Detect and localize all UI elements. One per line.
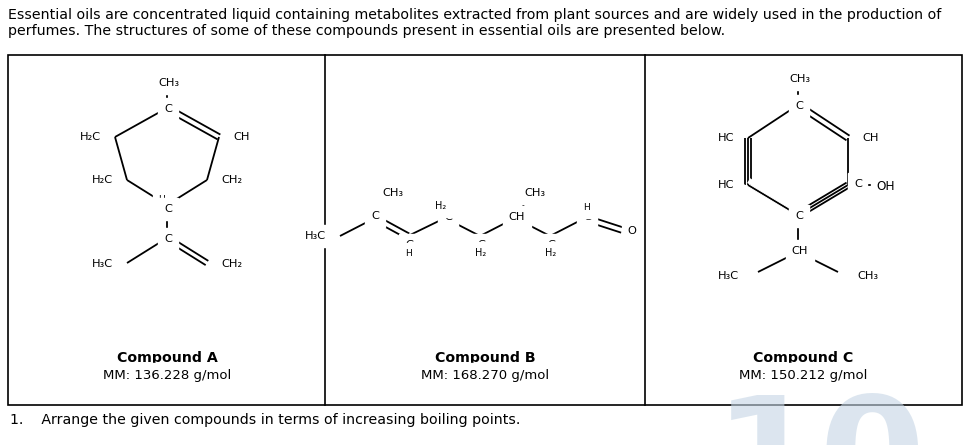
Text: CH: CH [861, 133, 878, 143]
Text: H₃C: H₃C [717, 271, 738, 281]
Text: H₃C: H₃C [304, 231, 326, 241]
Text: Compound B: Compound B [434, 351, 535, 365]
Text: H: H [583, 203, 590, 213]
Text: H₂C: H₂C [92, 175, 112, 185]
Text: OH: OH [876, 179, 894, 193]
Text: H₂: H₂ [475, 248, 486, 258]
Text: H: H [405, 248, 412, 258]
Text: HC: HC [717, 180, 734, 190]
Text: CH₃: CH₃ [524, 188, 545, 198]
Text: C: C [164, 234, 172, 244]
Text: CH₃: CH₃ [789, 74, 810, 84]
Text: CH₃: CH₃ [158, 78, 179, 88]
Text: Compound C: Compound C [752, 351, 853, 365]
Text: HC: HC [717, 133, 734, 143]
Text: perfumes. The structures of some of these compounds present in essential oils ar: perfumes. The structures of some of thes… [8, 24, 725, 38]
Text: MM: 150.212 g/mol: MM: 150.212 g/mol [738, 368, 866, 381]
Text: C: C [371, 211, 379, 221]
Text: H₃C: H₃C [92, 259, 112, 269]
Text: C: C [795, 101, 802, 111]
Bar [8, 55, 961, 405]
Text: MM: 136.228 g/mol: MM: 136.228 g/mol [103, 368, 231, 381]
Text: H: H [159, 195, 165, 205]
Text: C: C [853, 179, 861, 189]
Text: CH: CH [233, 132, 249, 142]
Text: C: C [444, 212, 452, 222]
Text: Essential oils are concentrated liquid containing metabolites extracted from pla: Essential oils are concentrated liquid c… [8, 8, 940, 22]
Text: CH₃: CH₃ [382, 188, 403, 198]
Text: O: O [627, 226, 636, 236]
Text: CH₂: CH₂ [221, 175, 242, 185]
Text: H₂C: H₂C [79, 132, 101, 142]
Text: H₂: H₂ [545, 248, 556, 258]
Text: C: C [582, 212, 590, 222]
Text: MM: 168.270 g/mol: MM: 168.270 g/mol [421, 368, 548, 381]
Text: Compound A: Compound A [116, 351, 217, 365]
Text: 1.    Arrange the given compounds in terms of increasing boiling points.: 1. Arrange the given compounds in terms … [10, 413, 519, 427]
Text: H₂: H₂ [435, 201, 446, 211]
Text: C: C [164, 104, 172, 114]
Text: CH: CH [791, 246, 807, 256]
Text: CH₂: CH₂ [221, 259, 242, 269]
Text: C: C [795, 211, 802, 221]
Text: 10: 10 [713, 390, 925, 445]
Text: CH₃: CH₃ [857, 271, 877, 281]
Text: C: C [477, 240, 484, 250]
Text: C: C [405, 240, 413, 250]
Text: CH: CH [508, 212, 524, 222]
Text: C: C [547, 240, 554, 250]
Text: C: C [164, 204, 172, 214]
